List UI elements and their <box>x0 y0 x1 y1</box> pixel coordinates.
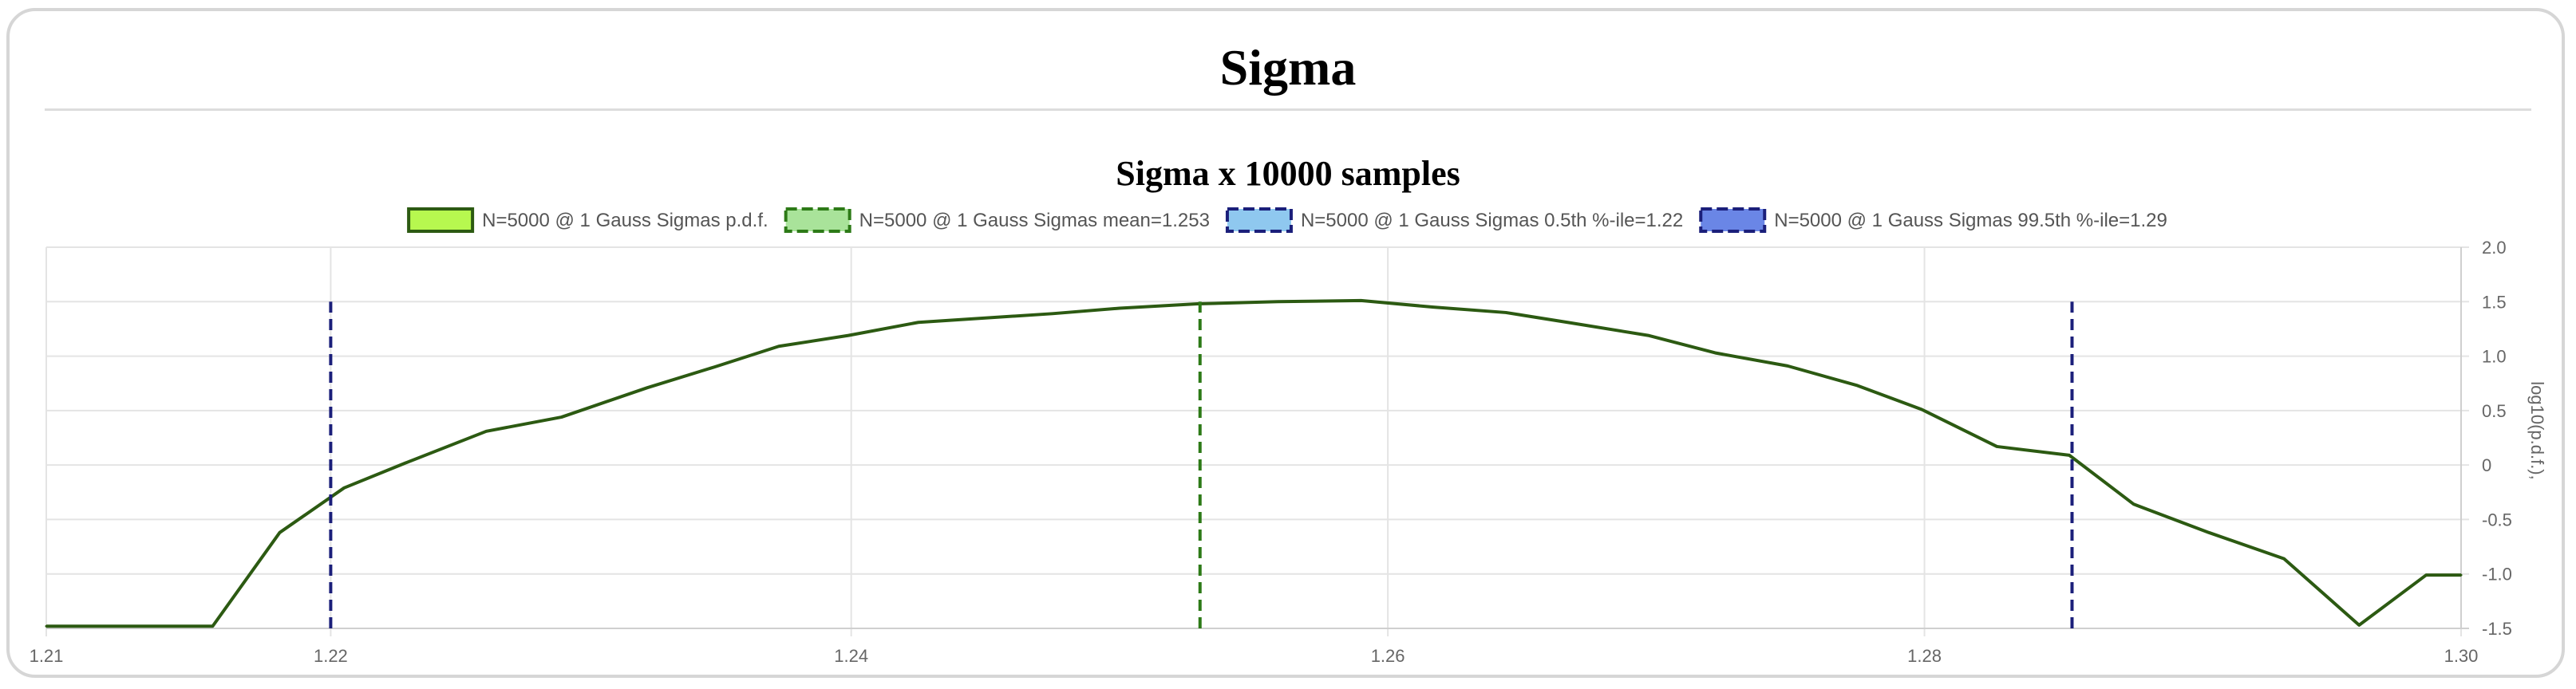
pdf-point <box>2424 573 2428 577</box>
pdf-point <box>777 344 780 348</box>
pdf-point <box>405 461 408 464</box>
pdf-point <box>646 386 649 389</box>
pdf-point <box>560 415 563 419</box>
pdf-point <box>1856 384 1859 387</box>
x-tick-label: 1.24 <box>834 646 868 666</box>
x-tick-label: 1.30 <box>2444 646 2479 666</box>
legend-item[interactable]: N=5000 @ 1 Gauss Sigmas 99.5th %-ile=1.2… <box>1699 207 2167 233</box>
pdf-point <box>847 334 850 337</box>
y-tick-label: -0.5 <box>2482 510 2512 530</box>
pdf-point <box>2132 502 2135 506</box>
pdf-point <box>211 624 214 628</box>
pdf-point <box>917 321 920 324</box>
legend-label: N=5000 @ 1 Gauss Sigmas p.d.f. <box>482 210 768 231</box>
legend-label: N=5000 @ 1 Gauss Sigmas 0.5th %-ile=1.22 <box>1301 210 1683 231</box>
pdf-point <box>1118 306 1121 309</box>
legend-item[interactable]: N=5000 @ 1 Gauss Sigmas 0.5th %-ile=1.22 <box>1225 207 1683 233</box>
y-tick-label: -1.5 <box>2482 619 2512 639</box>
legend-label: N=5000 @ 1 Gauss Sigmas mean=1.253 <box>859 210 1210 231</box>
chart-card <box>6 8 2565 678</box>
pdf-point <box>1646 334 1650 337</box>
y-tick-label: 1.5 <box>2482 292 2507 312</box>
page-title: Sigma <box>1219 39 1357 96</box>
y-tick-label: 0 <box>2482 455 2491 475</box>
legend-swatch <box>407 207 475 233</box>
pdf-point <box>1359 299 1362 302</box>
pdf-point <box>713 365 716 368</box>
legend-swatch <box>1699 207 1767 233</box>
pdf-point <box>1995 445 1998 448</box>
y-axis: 2.0 1.5 1.0 0.5 0 -0.5 -1.0 -1.5 <box>2482 238 2512 639</box>
pdf-point <box>2207 531 2211 534</box>
x-tick-label: 1.26 <box>1371 646 1405 666</box>
pdf-point <box>1051 312 1054 315</box>
legend-item[interactable]: N=5000 @ 1 Gauss Sigmas mean=1.253 <box>784 207 1210 233</box>
pdf-point <box>1713 351 1717 354</box>
pdf-point <box>45 624 48 628</box>
grid <box>45 246 2469 636</box>
pdf-point <box>2068 454 2071 457</box>
plot-area <box>45 298 2463 628</box>
pdf-point <box>1432 305 1435 309</box>
legend-label: N=5000 @ 1 Gauss Sigmas 99.5th %-ile=1.2… <box>1774 210 2167 231</box>
legend-item[interactable]: N=5000 @ 1 Gauss Sigmas p.d.f. <box>407 207 768 233</box>
x-axis: 1.21 1.22 1.24 1.26 1.28 1.30 <box>30 646 2479 666</box>
y-axis-label: log10(p.d.f.), <box>2527 381 2547 480</box>
legend[interactable]: N=5000 @ 1 Gauss Sigmas p.d.f. N=5000 @ 1… <box>407 207 2167 233</box>
x-tick-label: 1.22 <box>314 646 348 666</box>
x-tick-label: 1.28 <box>1907 646 1942 666</box>
pdf-point <box>1786 364 1789 368</box>
pdf-point <box>342 486 346 490</box>
title-divider <box>45 108 2531 111</box>
pdf-point <box>484 430 488 433</box>
pdf-point <box>1920 407 1923 411</box>
pdf-point <box>1195 302 1199 305</box>
pdf-point <box>1504 311 1507 314</box>
legend-swatch <box>1225 207 1293 233</box>
y-tick-label: -1.0 <box>2482 565 2512 585</box>
legend-swatch <box>784 207 851 233</box>
chart-title: Sigma x 10000 samples <box>1116 154 1460 193</box>
pdf-point <box>2459 573 2463 577</box>
pdf-point <box>279 531 282 534</box>
pdf-point <box>2357 624 2361 627</box>
y-tick-label: 1.0 <box>2482 347 2507 367</box>
pdf-line <box>46 298 2461 628</box>
pdf-point <box>1276 300 1279 303</box>
y-tick-label: 0.5 <box>2482 401 2507 421</box>
pdf-point <box>1566 321 1569 324</box>
x-tick-label: 1.21 <box>30 646 64 666</box>
y-tick-label: 2.0 <box>2482 238 2507 258</box>
pdf-point <box>2282 557 2286 561</box>
